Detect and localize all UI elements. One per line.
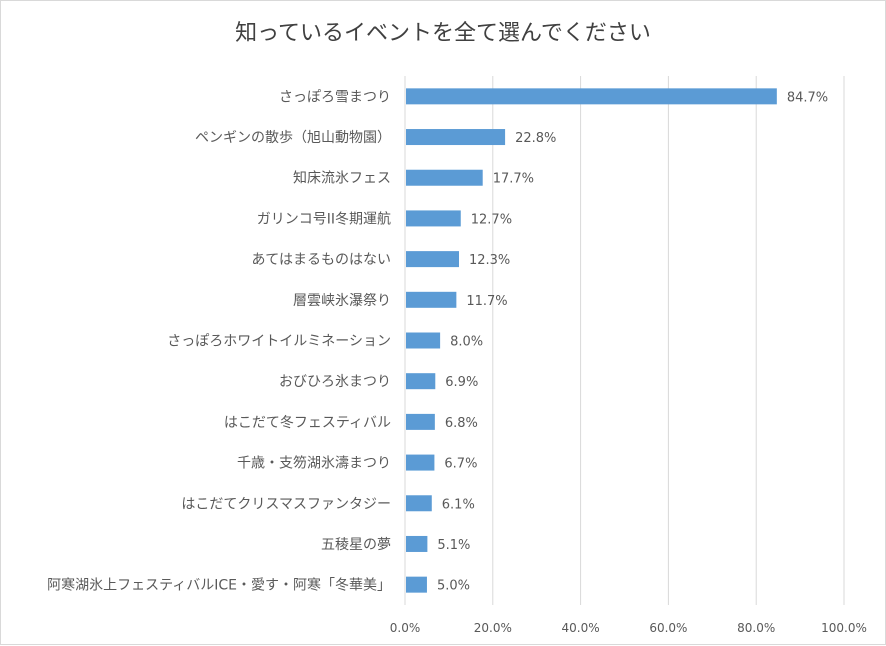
value-label: 5.1% <box>437 538 470 553</box>
value-label: 6.9% <box>445 375 478 390</box>
category-label: おびひろ氷まつり <box>279 374 391 390</box>
category-label: 千歳・支笏湖氷濤まつり <box>237 456 391 472</box>
value-label: 6.7% <box>444 457 477 472</box>
bar <box>406 413 435 430</box>
x-tick-label: 0.0% <box>390 621 421 635</box>
value-label: 11.7% <box>466 294 507 309</box>
value-label: 8.0% <box>450 335 483 350</box>
x-tick-label: 20.0% <box>474 621 512 635</box>
bar <box>406 210 461 227</box>
chart-title: 知っているイベントを全て選んでください <box>235 21 651 46</box>
value-label: 17.7% <box>493 172 534 187</box>
value-label: 22.8% <box>515 131 556 146</box>
bar <box>406 88 777 105</box>
category-label: はこだてクリスマスファンタジー <box>181 496 391 512</box>
bar <box>406 169 483 186</box>
category-label: 知床流氷フェス <box>293 170 391 187</box>
category-label: 阿寒湖氷上フェスティバルICE・愛す・阿寒「冬華美」 <box>47 577 391 594</box>
bar <box>406 129 506 146</box>
category-label: さっぽろ雪まつり <box>279 89 391 105</box>
x-tick-label: 100.0% <box>821 621 867 635</box>
bar <box>406 332 441 349</box>
bar <box>406 535 428 552</box>
value-label: 84.7% <box>787 90 828 105</box>
value-label: 6.8% <box>445 416 478 431</box>
x-tick-label: 60.0% <box>649 621 687 635</box>
category-label: ペンギンの散歩（旭山動物園） <box>195 130 391 146</box>
x-tick-label: 40.0% <box>562 621 600 635</box>
category-label: 五稜星の夢 <box>321 537 391 553</box>
bar <box>406 576 427 593</box>
value-label: 6.1% <box>442 497 475 512</box>
bar <box>406 495 432 512</box>
x-tick-label: 80.0% <box>737 621 775 635</box>
category-label: ガリンコ号II冬期運航 <box>257 211 391 227</box>
bar <box>406 454 435 471</box>
category-label: さっぽろホワイトイルミネーション <box>167 334 391 350</box>
bar <box>406 373 436 390</box>
category-label: あてはまるものはない <box>252 252 391 268</box>
value-label: 12.3% <box>469 253 510 268</box>
category-label: 層雲峡氷瀑祭り <box>293 293 391 309</box>
bar <box>406 251 459 268</box>
category-label: はこだて冬フェスティバル <box>224 415 391 431</box>
bar <box>406 291 457 308</box>
value-label: 5.0% <box>437 579 470 594</box>
value-label: 12.7% <box>471 212 512 227</box>
